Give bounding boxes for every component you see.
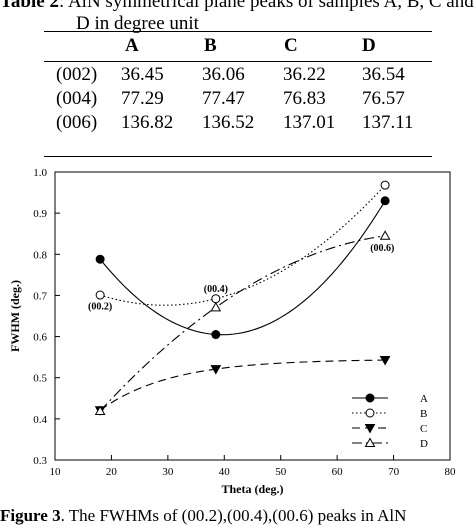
data-point-B bbox=[211, 294, 221, 304]
table-caption: Table 2: AlN symmetrical plane peaks of … bbox=[0, 0, 474, 34]
y-tick-label: 0.5 bbox=[33, 373, 47, 385]
table-col-header: B bbox=[204, 35, 217, 56]
peak-annotation: (00.6) bbox=[370, 243, 394, 254]
y-tick-label: 0.9 bbox=[33, 208, 47, 220]
x-tick-label: 50 bbox=[275, 466, 287, 478]
x-tick-label: 10 bbox=[50, 466, 62, 478]
legend-marker-B bbox=[365, 408, 375, 418]
table-col-header: A bbox=[125, 35, 139, 56]
x-tick-label: 40 bbox=[219, 466, 231, 478]
table-cell: 76.57 bbox=[362, 88, 405, 109]
fwhm-chart: 10 20 30 40 50 60 70 80 0.3 0.4 0.5 0.6 0.7 0.8 0.9 1.0… bbox=[8, 167, 457, 496]
table-top-rule bbox=[44, 31, 432, 32]
y-tick-label: 0.8 bbox=[33, 249, 47, 261]
figure-caption-label: Figure 3 bbox=[0, 506, 61, 525]
series-line-A bbox=[99, 200, 386, 336]
data-point-D bbox=[94, 405, 106, 416]
legend-label-D: D bbox=[420, 438, 428, 450]
data-point-C bbox=[379, 356, 391, 366]
data-point-D bbox=[210, 301, 222, 312]
table-cell: 36.22 bbox=[283, 64, 326, 85]
data-point-D bbox=[379, 230, 391, 240]
table-cell: 36.06 bbox=[202, 64, 245, 85]
data-point-B bbox=[95, 290, 105, 300]
table-caption-line2: D in degree unit bbox=[76, 13, 199, 34]
table-cell: 77.29 bbox=[121, 88, 164, 109]
x-tick-label: 20 bbox=[106, 466, 118, 478]
data-point-A bbox=[95, 254, 105, 264]
data-point-A bbox=[380, 196, 390, 206]
x-tick-label: 80 bbox=[445, 466, 457, 478]
legend-marker-A bbox=[365, 393, 375, 403]
table-cell: 137.11 bbox=[362, 112, 414, 133]
x-tick-label: 60 bbox=[332, 466, 344, 478]
legend-label-C: C bbox=[420, 423, 427, 435]
y-tick-label: 0.3 bbox=[33, 455, 47, 467]
data-point-B bbox=[380, 180, 390, 190]
x-tick-label: 70 bbox=[388, 466, 400, 478]
table-cell: 76.83 bbox=[283, 88, 326, 109]
legend-marker-D bbox=[364, 437, 376, 447]
table-row-label: (006) bbox=[56, 112, 98, 133]
series-line-D bbox=[99, 235, 386, 412]
table-cell: 136.82 bbox=[121, 112, 174, 133]
table-cell: 136.52 bbox=[202, 112, 255, 133]
plot-frame bbox=[54, 171, 451, 461]
table-row-label: (002) bbox=[56, 64, 98, 85]
table-col-header: D bbox=[362, 35, 376, 56]
legend-marker-C bbox=[364, 424, 376, 434]
figure-caption-text: . The FWHMs of (00.2),(00.4),(00.6) peak… bbox=[60, 506, 407, 525]
legend-label-A: A bbox=[420, 393, 428, 405]
peak-annotation: (00.4) bbox=[204, 284, 228, 295]
table-caption-text: : AlN symmetrical plane peaks of samples… bbox=[58, 0, 474, 12]
legend-label-B: B bbox=[420, 408, 427, 420]
y-tick-label: 0.6 bbox=[33, 332, 47, 344]
peak-annotation: (00.2) bbox=[88, 302, 112, 313]
y-tick-label: 0.4 bbox=[33, 414, 47, 426]
y-tick-label: 1.0 bbox=[33, 167, 47, 179]
table-col-header: C bbox=[284, 35, 298, 56]
table-caption-label: Table 2 bbox=[0, 0, 59, 12]
table-cell: 36.54 bbox=[362, 64, 405, 85]
table-cell: 137.01 bbox=[283, 112, 336, 133]
x-tick-label: 30 bbox=[162, 466, 174, 478]
x-axis-label: Theta (deg.) bbox=[222, 482, 284, 496]
y-tick-label: 0.7 bbox=[33, 290, 47, 302]
y-axis-label: FWHM (deg.) bbox=[8, 280, 22, 352]
table-bottom-rule bbox=[44, 156, 432, 157]
figure-caption: Figure 3. The FWHMs of (00.2),(00.4),(00… bbox=[0, 506, 474, 526]
series-line-C bbox=[99, 359, 386, 411]
table-header-rule bbox=[44, 61, 432, 62]
table-cell: 36.45 bbox=[121, 64, 164, 85]
data-point-A bbox=[211, 330, 221, 340]
table-row-label: (004) bbox=[56, 88, 98, 109]
series-line-B bbox=[99, 184, 386, 306]
data-point-C bbox=[210, 365, 222, 375]
table-cell: 77.47 bbox=[202, 88, 245, 109]
